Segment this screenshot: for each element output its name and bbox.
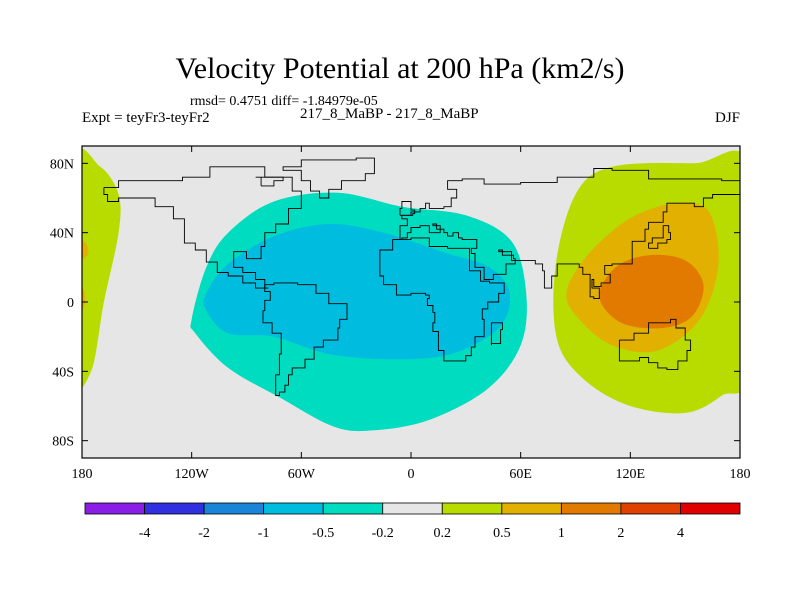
y-tick-label: 40N <box>50 227 74 242</box>
coastline <box>262 282 348 397</box>
rmsd-diff-stats: rmsd= 0.4751 diff= -1.84979e-05 <box>190 94 378 109</box>
coastline <box>103 166 302 289</box>
colorbar-label: 0.2 <box>434 526 452 541</box>
x-tick-label: 180 <box>730 467 751 482</box>
colorbar-label: 4 <box>677 526 684 541</box>
y-tick-label: 80S <box>52 435 74 450</box>
colorbar-label: -0.2 <box>372 526 394 541</box>
chart-title: Velocity Potential at 200 hPa (km2/s) <box>175 52 625 85</box>
colorbar-label: 0.5 <box>493 526 511 541</box>
contour-region <box>190 192 527 432</box>
contour-region <box>553 150 740 414</box>
coastline <box>399 201 416 216</box>
contour-region <box>82 148 121 388</box>
colorbar-swatch <box>680 502 741 515</box>
colorbar-label: -2 <box>198 526 210 541</box>
chart-subtitle: 217_8_MaBP - 217_8_MaBP <box>300 106 479 122</box>
x-tick-label: 180 <box>72 467 93 482</box>
coastline <box>648 225 671 249</box>
season-label: DJF <box>714 110 740 126</box>
contour-region <box>599 254 704 329</box>
colorbar-swatch <box>620 502 681 515</box>
y-tick-label: 40S <box>52 365 74 380</box>
coastline <box>255 176 284 187</box>
colorbar-swatch <box>84 502 145 515</box>
y-tick-label: 0 <box>67 296 74 311</box>
coastline <box>490 322 503 346</box>
colorbar-swatch <box>203 502 265 515</box>
colorbar-swatch <box>263 502 324 515</box>
contour-region <box>566 202 719 353</box>
colorbar-swatch <box>501 502 562 515</box>
colorbar-label: 2 <box>617 526 624 541</box>
x-tick-label: 60W <box>288 467 316 482</box>
x-tick-label: 0 <box>408 467 415 482</box>
contour-region <box>203 223 511 360</box>
colorbar-swatch <box>560 502 622 515</box>
contour-region <box>82 239 89 260</box>
map-frame <box>81 145 741 459</box>
x-tick-label: 120W <box>175 467 210 482</box>
map-background <box>82 146 740 458</box>
colorbar-swatch <box>441 502 503 515</box>
coastline <box>618 318 692 371</box>
x-tick-label: 120E <box>616 467 646 482</box>
colorbar-label: -4 <box>139 526 151 541</box>
contour-region <box>82 287 86 310</box>
colorbar-label: -1 <box>258 526 270 541</box>
y-tick-label: 80N <box>50 157 74 172</box>
colorbar-label: 1 <box>558 526 565 541</box>
colorbar-swatch <box>322 502 384 515</box>
colorbar-swatch <box>144 502 205 515</box>
coastline <box>392 168 740 299</box>
coastline <box>282 157 375 199</box>
experiment-label: Expt = teyFr3-teyFr2 <box>82 110 210 126</box>
colorbar-label: -0.5 <box>312 526 334 541</box>
colorbar-swatch <box>382 502 443 515</box>
coastline <box>379 237 505 362</box>
x-tick-label: 60E <box>509 467 532 482</box>
